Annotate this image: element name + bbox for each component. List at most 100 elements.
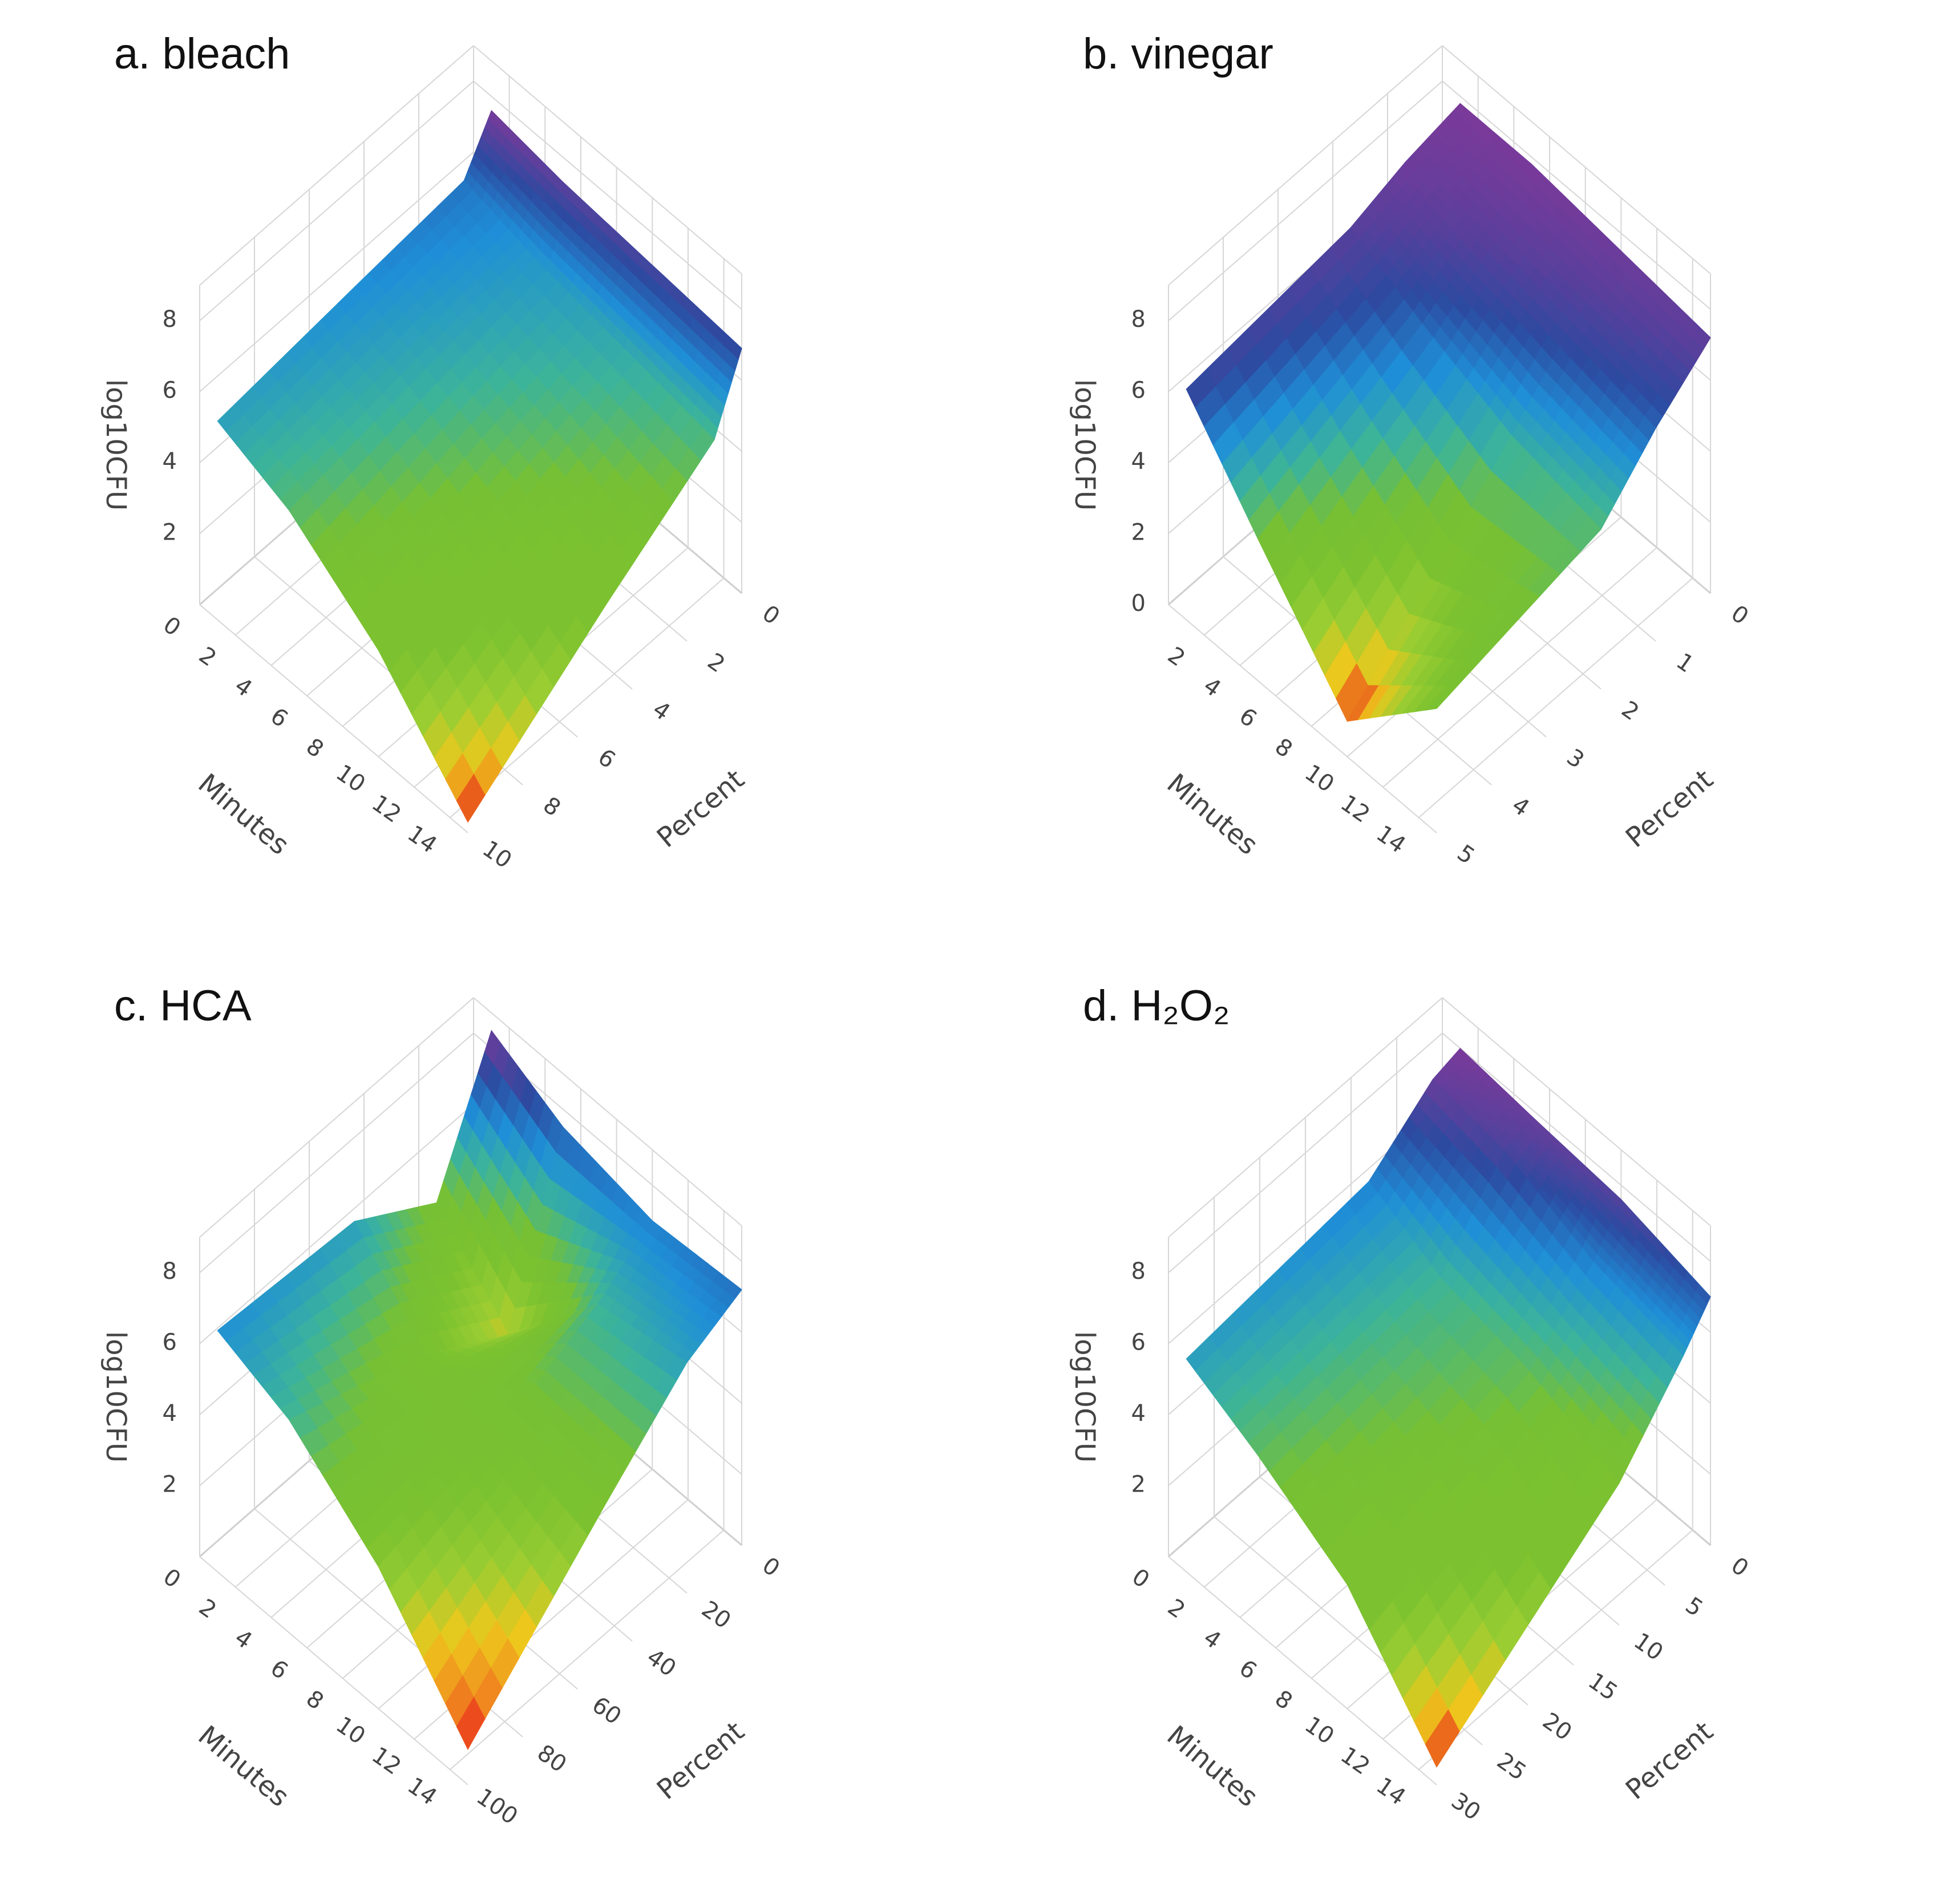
x-tick-label: 8 [301, 734, 328, 763]
y-tick-label: 0 [758, 1552, 784, 1582]
chart-title: c. HCA [114, 982, 252, 1030]
x-tick-label: 6 [1235, 703, 1261, 732]
axis-edge [1442, 45, 1711, 274]
x-tick-label: 12 [367, 790, 406, 828]
y-tick-label: 80 [532, 1740, 571, 1778]
x-tick-label: 10 [331, 760, 370, 798]
x-tick-label: 2 [1163, 642, 1190, 672]
surface-patch [456, 773, 486, 823]
z-axis-title: log10CFU [1069, 379, 1101, 511]
axis-edge [1442, 997, 1711, 1226]
y-grid-line [199, 604, 468, 833]
x-tick-label: 8 [301, 1686, 328, 1715]
y-axis-title: Percent [1620, 1715, 1719, 1806]
z-tick-label: 4 [163, 448, 177, 475]
z-axis-title: log10CFU [100, 379, 132, 511]
x-tick-label: 6 [1235, 1655, 1261, 1684]
x-tick-label: 0 [1127, 1563, 1154, 1593]
z-tick-label: 2 [1131, 520, 1146, 546]
axis-edge [199, 45, 474, 286]
x-tick-label: 2 [194, 1594, 221, 1624]
chart-title: b. vinegar [1083, 30, 1273, 78]
surface [217, 110, 742, 823]
x-tick-label: 14 [403, 1772, 442, 1810]
y-tick-label: 8 [539, 792, 565, 821]
x-tick-label: 14 [1372, 1772, 1410, 1810]
surface-patch [1424, 686, 1458, 711]
y-tick-label: 2 [703, 648, 730, 678]
x-tick-label: 0 [159, 611, 185, 641]
y-tick-label: 10 [478, 836, 516, 874]
z-grid-line [1442, 80, 1711, 310]
z-tick-label: 2 [1131, 1472, 1146, 1498]
z-tick-label: 6 [1131, 378, 1146, 404]
x-axis-title: Minutes [192, 1720, 296, 1813]
x-tick-label: 10 [331, 1712, 370, 1750]
y-axis-title: Percent [1620, 763, 1719, 854]
z-axis-title: log10CFU [1069, 1331, 1101, 1463]
z-tick-label: 4 [163, 1400, 177, 1427]
y-axis-title: Percent [651, 763, 750, 854]
x-tick-label: 12 [367, 1742, 406, 1780]
y-tick-label: 4 [648, 696, 675, 726]
x-axis-title: Minutes [192, 768, 296, 861]
chart-title: d. H₂O₂ [1083, 982, 1230, 1030]
x-tick-label: 12 [1336, 1742, 1374, 1780]
y-tick-label: 1 [1672, 648, 1699, 678]
x-tick-label: 8 [1270, 1686, 1297, 1715]
y-tick-label: 2 [1617, 696, 1644, 726]
surface [217, 1030, 742, 1751]
y-tick-label: 15 [1583, 1668, 1622, 1706]
z-grid-line [473, 80, 742, 310]
y-tick-label: 6 [593, 744, 620, 773]
x-tick-label: 2 [1163, 1594, 1190, 1624]
x-tick-label: 6 [266, 703, 293, 732]
z-tick-label: 2 [163, 520, 177, 546]
x-axis-title: Minutes [1161, 1720, 1264, 1813]
y-axis-title: Percent [651, 1715, 750, 1806]
y-tick-label: 60 [587, 1692, 626, 1730]
axis-edge [1168, 45, 1443, 286]
x-axis-title: Minutes [1161, 768, 1264, 861]
y-grid-line [199, 1556, 468, 1785]
z-grid-line [1168, 80, 1443, 321]
y-tick-label: 4 [1507, 792, 1534, 821]
x-tick-label: 10 [1300, 1712, 1338, 1750]
z-grid-line [199, 1032, 474, 1273]
chart-title: a. bleach [114, 30, 290, 78]
y-tick-label: 10 [1629, 1628, 1668, 1666]
z-tick-label: 6 [163, 378, 177, 404]
surface [1186, 1048, 1711, 1768]
x-tick-label: 8 [1270, 734, 1297, 763]
z-tick-label: 4 [1131, 448, 1146, 475]
y-tick-label: 20 [697, 1596, 735, 1634]
y-tick-label: 40 [642, 1644, 681, 1682]
y-tick-label: 5 [1681, 1592, 1708, 1622]
x-grid-line [1418, 577, 1693, 819]
axis-edge [473, 45, 742, 274]
z-axis-title: log10CFU [100, 1331, 132, 1463]
y-tick-label: 0 [1726, 600, 1753, 630]
x-tick-label: 4 [230, 1625, 257, 1654]
y-tick-label: 0 [758, 600, 784, 630]
surface-patch [1425, 1709, 1460, 1768]
x-tick-label: 14 [1372, 820, 1410, 858]
z-tick-label: 8 [1131, 306, 1146, 333]
y-tick-label: 100 [472, 1784, 523, 1830]
x-tick-label: 10 [1300, 760, 1338, 798]
surface [1186, 103, 1711, 722]
y-tick-label: 0 [1726, 1552, 1753, 1582]
y-grid-line [1168, 1556, 1437, 1785]
axis-edge [473, 997, 742, 1226]
x-tick-label: 6 [266, 1655, 293, 1684]
z-tick-label: 6 [163, 1330, 177, 1356]
z-tick-label: 8 [163, 306, 177, 333]
z-tick-label: 8 [1131, 1258, 1146, 1285]
y-tick-label: 3 [1562, 744, 1589, 773]
x-tick-label: 4 [1199, 673, 1226, 702]
z-tick-label: 0 [1131, 590, 1146, 617]
